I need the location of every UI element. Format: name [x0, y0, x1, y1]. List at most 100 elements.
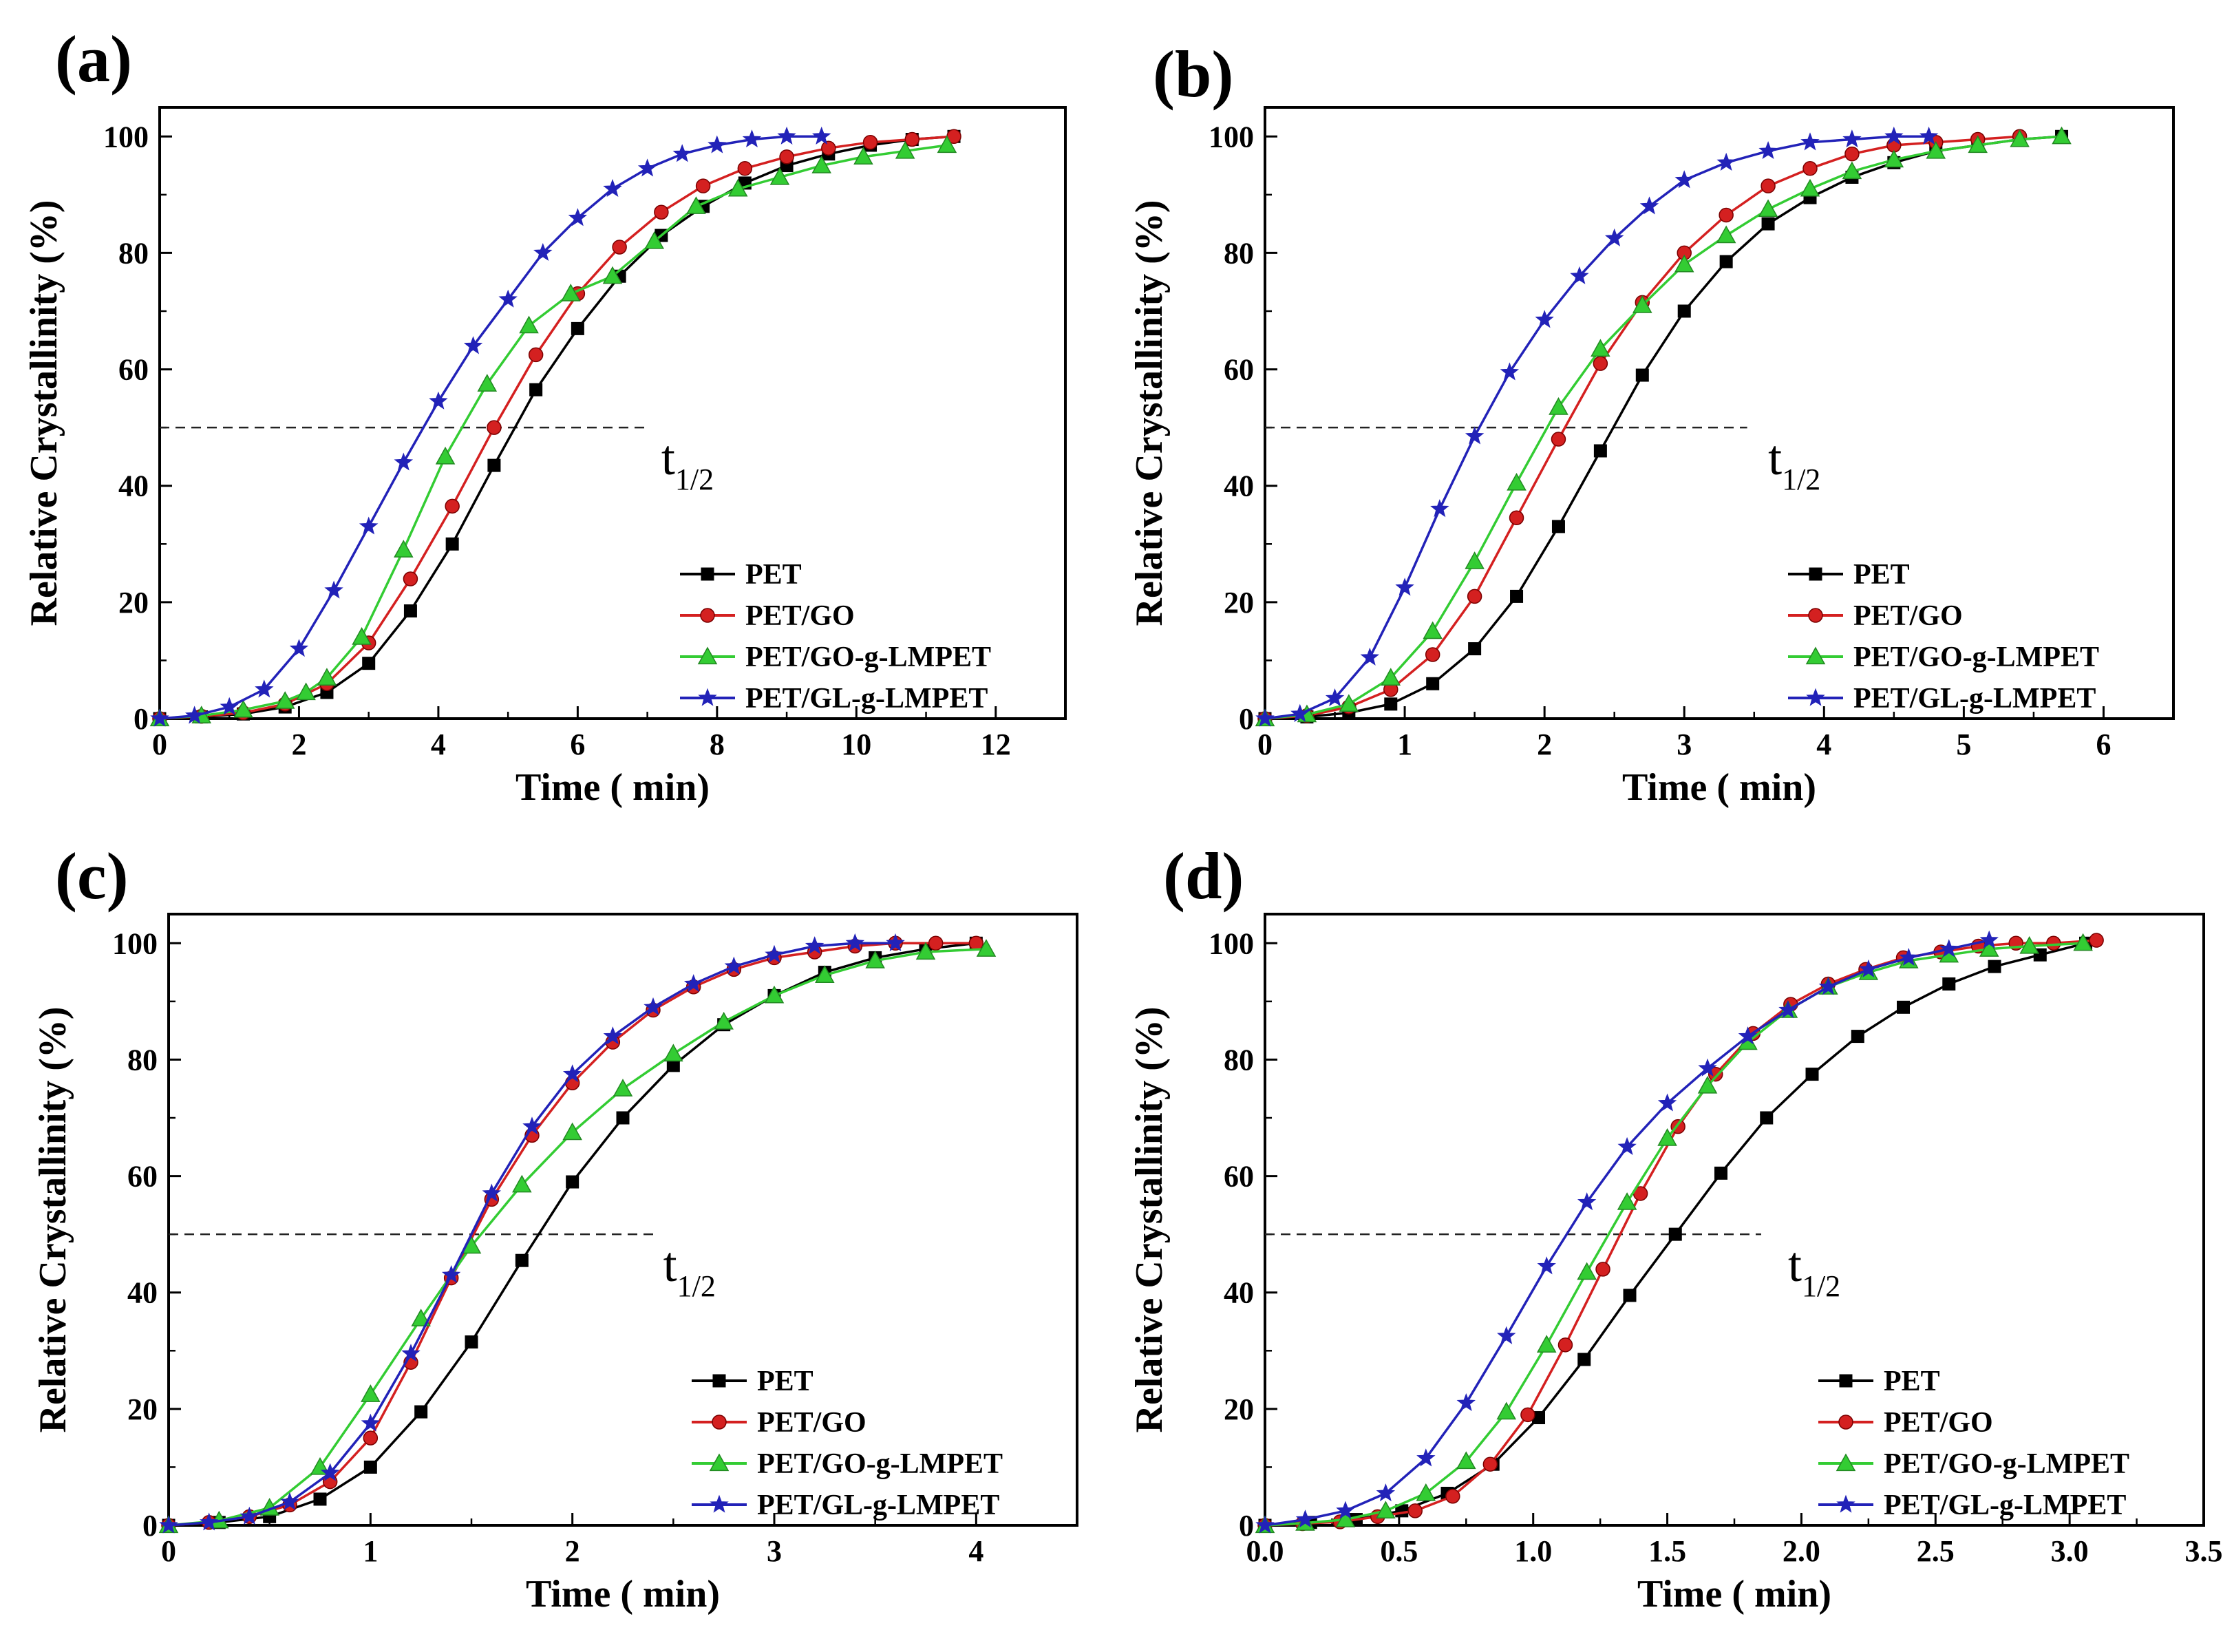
marker-3-17	[1884, 126, 1904, 145]
y-tick-label: 0	[134, 702, 149, 736]
marker-3-13	[603, 178, 622, 198]
series-line	[1264, 939, 1990, 1527]
marker-2-2	[233, 699, 253, 718]
marker-2-13	[644, 231, 665, 249]
y-tick-label: 60	[118, 353, 149, 387]
x-axis-label: Time ( min)	[515, 766, 710, 809]
marker-legend2-0	[1836, 1453, 1856, 1472]
t-half-subscript: 1/2	[675, 463, 714, 496]
marker-2-4	[1416, 1483, 1436, 1501]
marker-3-9	[1617, 1136, 1637, 1155]
marker-3-16	[1899, 947, 1919, 966]
marker-1-6	[1482, 1457, 1498, 1472]
x-tick-label: 0	[161, 1534, 176, 1568]
marker-1-18	[904, 131, 920, 147]
marker-3-18	[777, 126, 796, 145]
marker-1-5	[363, 1430, 379, 1446]
marker-1-8	[1593, 356, 1608, 371]
marker-2-15	[1884, 149, 1904, 168]
x-tick-label: 3	[767, 1534, 782, 1568]
marker-1-6	[403, 571, 418, 586]
marker-2-14	[1842, 161, 1862, 180]
marker-2-2	[1339, 694, 1359, 712]
marker-legend2-0	[1805, 646, 1826, 665]
chart-panel-3: (d) 0.0 0.5 1.0 1.5 2.0 2.5 3.0 3.5 0 20 40 60 80 100 T…	[1128, 839, 2223, 1616]
marker-2-16	[769, 167, 790, 185]
y-tick-label: 100	[1209, 926, 1254, 960]
marker-1-15	[779, 149, 794, 165]
legend-entry: PET/GO-g-LMPET	[1884, 1448, 2129, 1480]
marker-3-16	[708, 135, 727, 153]
marker-3-9	[1570, 266, 1589, 284]
marker-3-1	[184, 706, 204, 724]
marker-2-20	[2073, 933, 2093, 951]
marker-1-9	[528, 347, 544, 363]
marker-3-15	[672, 144, 692, 162]
y-tick-label: 100	[112, 926, 158, 960]
series-2	[1255, 126, 2072, 727]
marker-1-7	[445, 498, 460, 514]
marker-2-4	[296, 682, 316, 701]
marker-0-15	[1942, 977, 1956, 991]
marker-3-5	[1430, 499, 1449, 518]
marker-2-11	[560, 284, 581, 301]
marker-0-10	[1677, 304, 1691, 318]
marker-3-6	[1465, 426, 1485, 445]
legend-entry: PET	[1884, 1366, 1940, 1397]
marker-3-15	[765, 944, 784, 963]
marker-0-10	[1714, 1166, 1728, 1180]
marker-3-0	[1255, 708, 1275, 727]
panel-label: (b)	[1153, 37, 1233, 111]
t-half-label: t1/2	[1768, 430, 1820, 496]
marker-2-9	[1617, 1192, 1637, 1210]
marker-1-16	[821, 140, 836, 156]
marker-2-6	[1496, 1401, 1517, 1420]
marker-3-10	[1604, 228, 1624, 246]
marker-3-10	[498, 289, 518, 308]
series-3	[1255, 930, 1999, 1534]
legend-entry: PET	[1853, 559, 1910, 591]
marker-2-9	[1632, 295, 1652, 313]
legend-entry: PET/GO	[1884, 1407, 1993, 1439]
x-tick-label: 3.5	[2185, 1534, 2223, 1568]
marker-1-5	[1445, 1488, 1460, 1504]
marker-3-2	[220, 697, 239, 715]
y-tick-label: 60	[1224, 353, 1254, 387]
marker-0-13	[1851, 1030, 1864, 1044]
y-axis-label: Relative Crystallinity (%)	[1128, 200, 1171, 626]
x-axis-label: Time ( min)	[526, 1573, 720, 1616]
series-3	[1255, 126, 1939, 727]
marker-1-4	[1407, 1503, 1423, 1518]
marker-2-9	[613, 1079, 633, 1097]
x-tick-label: 12	[981, 728, 1011, 761]
marker-3-2	[1336, 1501, 1355, 1519]
t-half-subscript: 1/2	[1802, 1269, 1840, 1303]
marker-3-2	[1325, 688, 1345, 707]
marker-3-12	[1738, 1026, 1758, 1045]
marker-3-17	[1939, 939, 1959, 957]
marker-3-14	[1758, 140, 1778, 160]
series-2	[158, 939, 997, 1534]
marker-0-9	[1668, 1227, 1682, 1241]
marker-2-4	[361, 1384, 381, 1402]
marker-0-8	[566, 1175, 579, 1189]
marker-legend3-0	[1836, 1494, 1855, 1513]
x-tick-label: 1.0	[1514, 1534, 1552, 1568]
marker-0-8	[1623, 1289, 1637, 1302]
marker-3-3	[1360, 647, 1380, 666]
marker-1-5	[1467, 589, 1482, 604]
y-tick-label: 40	[1224, 1276, 1254, 1310]
marker-3-18	[1979, 930, 1999, 949]
marker-0-8	[1593, 444, 1607, 458]
x-tick-label: 3.0	[2051, 1534, 2089, 1568]
marker-0-14	[1897, 1000, 1911, 1014]
marker-2-8	[1577, 1262, 1597, 1280]
marker-1-11	[612, 240, 627, 255]
marker-3-3	[280, 1492, 299, 1510]
t-half-main: t	[663, 1237, 677, 1292]
marker-3-4	[1416, 1448, 1436, 1467]
marker-3-1	[1290, 703, 1310, 722]
marker-3-14	[1818, 977, 1838, 995]
marker-0-9	[1635, 368, 1649, 382]
marker-1-8	[1557, 1337, 1573, 1353]
